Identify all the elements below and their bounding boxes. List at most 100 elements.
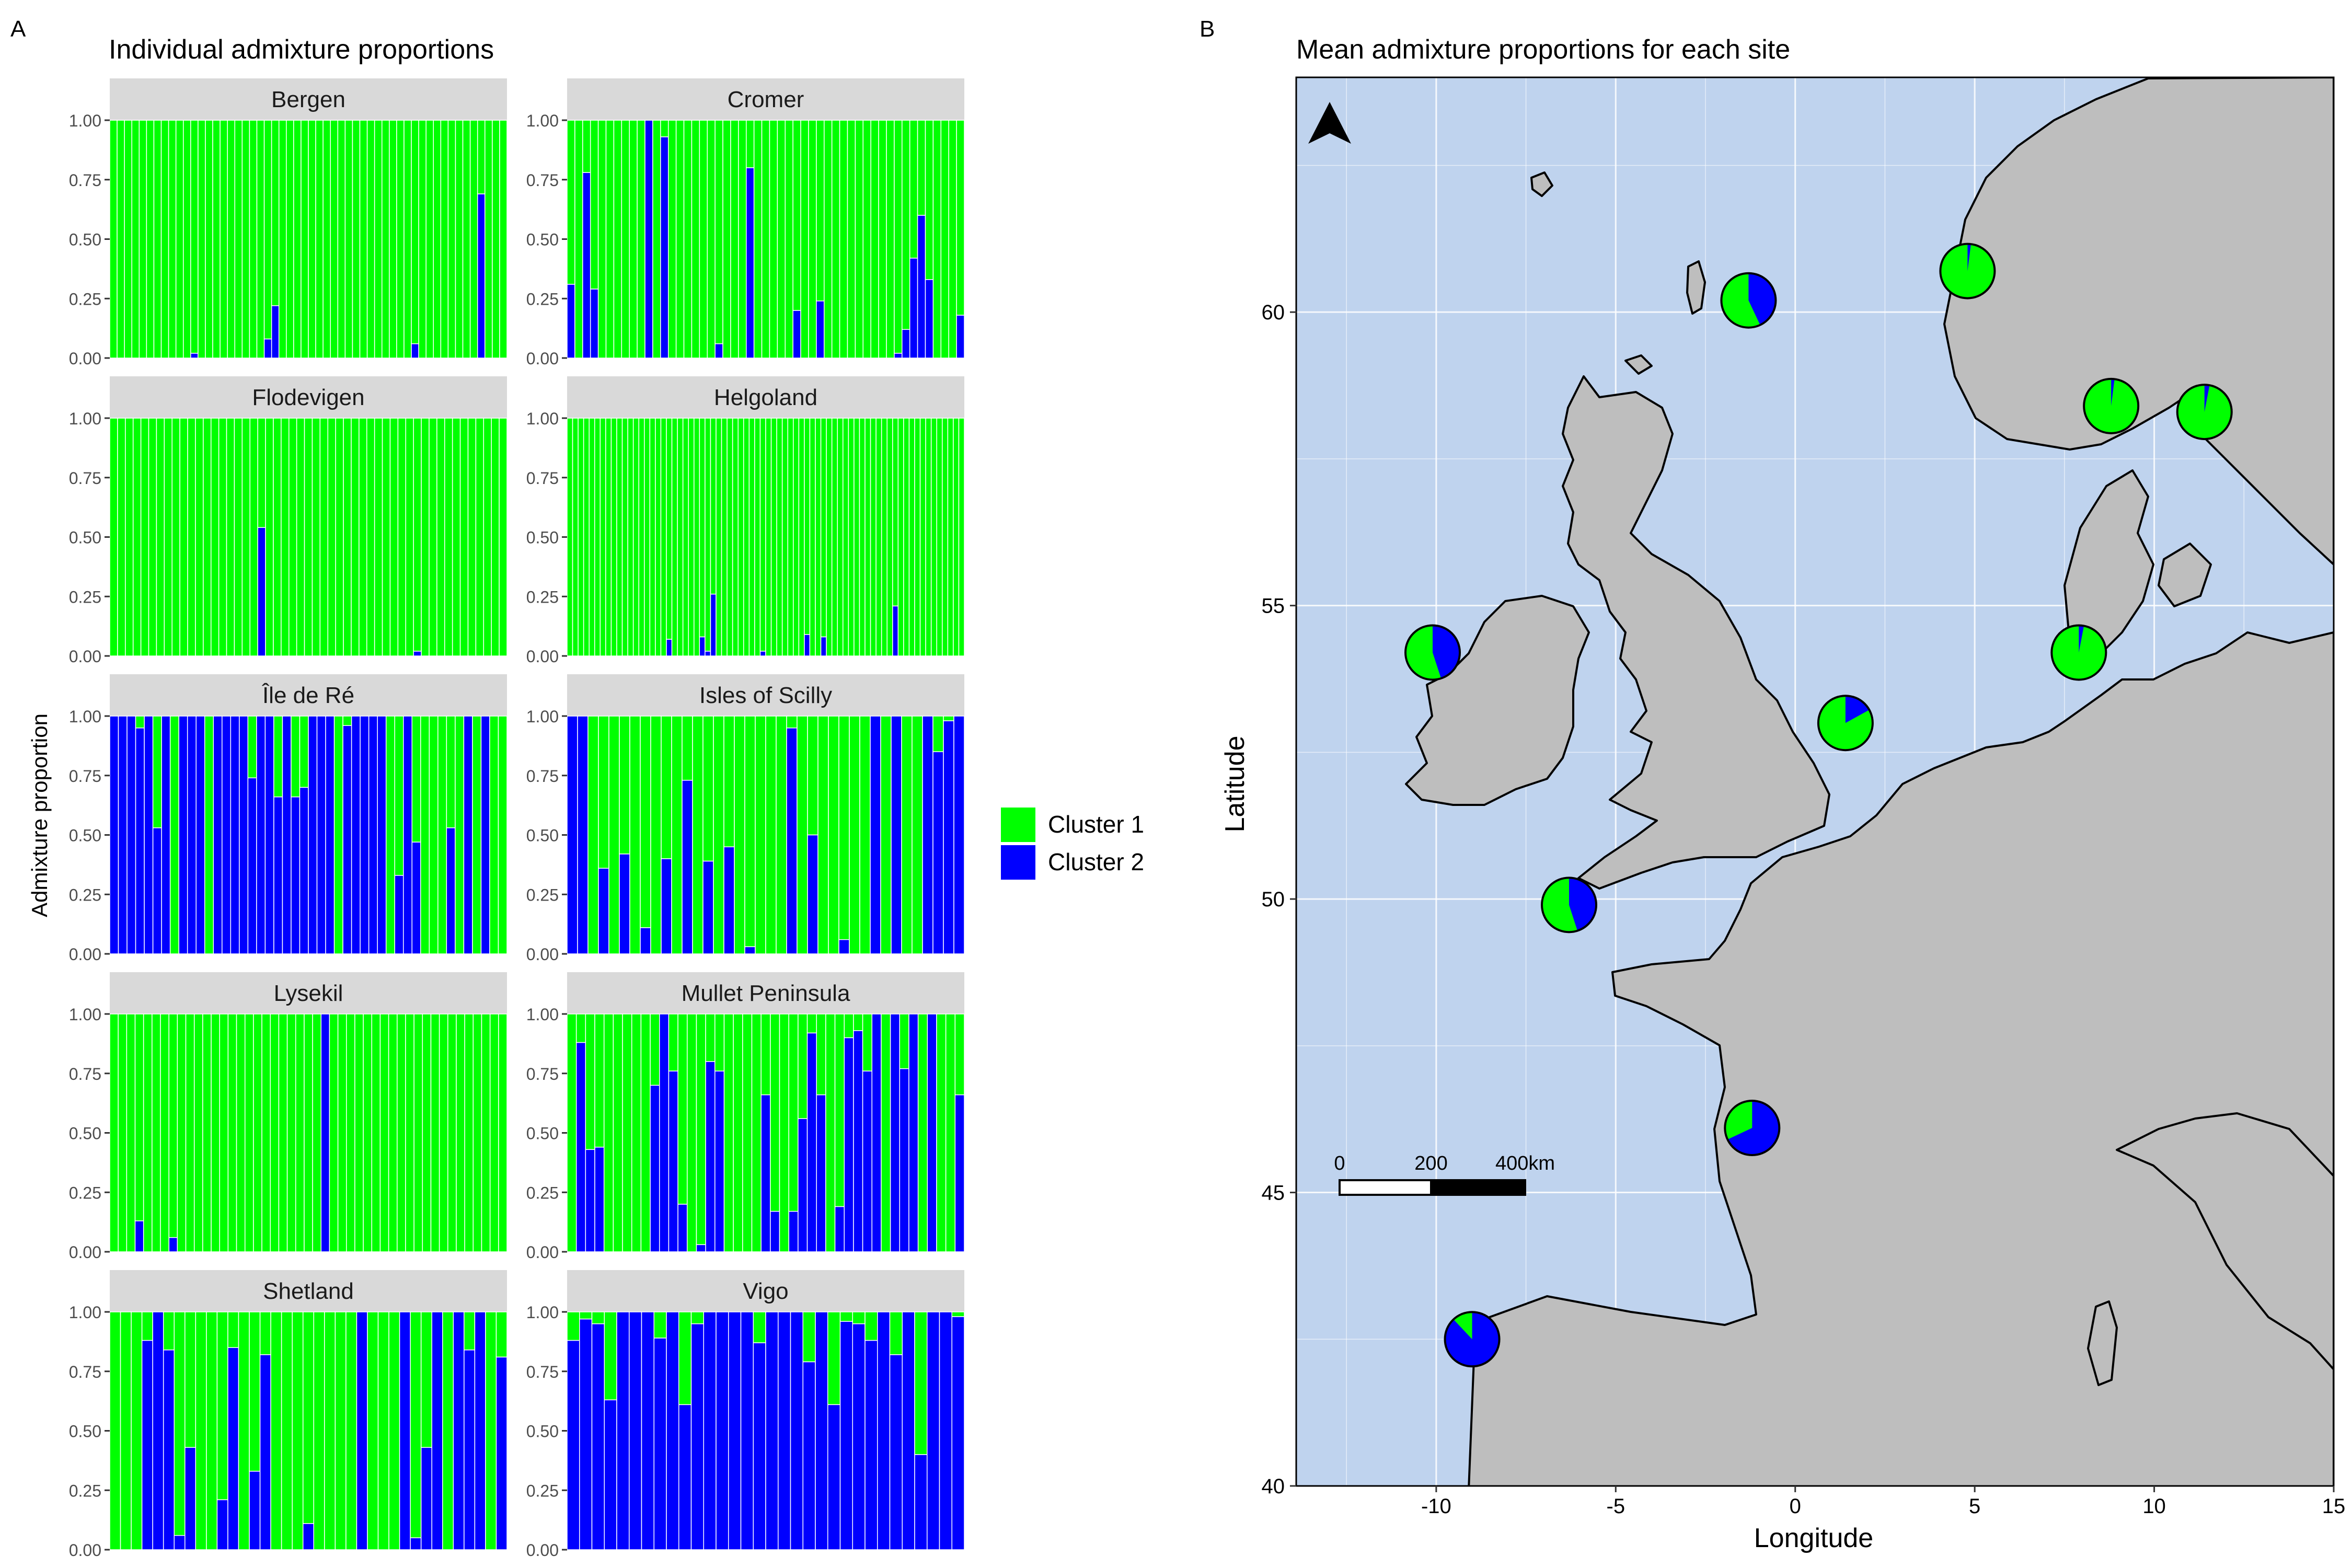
facet-strip	[110, 376, 507, 418]
bar-cluster1	[594, 418, 601, 656]
bar-cluster1	[447, 120, 456, 359]
y-tick-label: 0.00	[69, 1541, 101, 1560]
bar-cluster1	[126, 1013, 136, 1252]
bar-cluster1	[216, 1311, 228, 1501]
bar-cluster1	[337, 120, 346, 359]
land-corsica	[2087, 1300, 2118, 1386]
bar-cluster1	[315, 120, 324, 359]
bar-cluster2	[141, 1340, 153, 1550]
y-tick-label: 0.50	[526, 1124, 559, 1143]
bar-cluster2	[463, 716, 473, 954]
bar-cluster1	[947, 418, 954, 656]
bar-cluster1	[312, 1013, 322, 1252]
y-tick-label: 1.00	[526, 409, 559, 428]
y-tick-label: 0.00	[69, 1243, 101, 1262]
bar-cluster1	[125, 418, 134, 656]
y-tick-label: 1.00	[526, 707, 559, 726]
bar-cluster1	[308, 120, 316, 359]
bar-cluster1	[598, 716, 609, 869]
bar-cluster1	[278, 120, 287, 359]
bar-cluster2	[877, 1311, 891, 1550]
bar-cluster2	[807, 834, 818, 954]
facet-title: Flodevigen	[252, 385, 364, 410]
bar-cluster1	[755, 716, 766, 954]
bar-cluster1	[430, 1013, 440, 1252]
bar-cluster2	[604, 1399, 617, 1550]
bar-cluster1	[212, 120, 221, 359]
bar-cluster2	[753, 1342, 766, 1550]
bar-cluster1	[897, 418, 904, 656]
bar-cluster2	[943, 720, 954, 954]
bar-cluster1	[472, 716, 482, 954]
bar-cluster2	[889, 1354, 903, 1550]
y-tick-label: 0.50	[69, 528, 101, 547]
x-tick-label: 5	[1969, 1495, 1980, 1518]
bar-cluster1	[371, 1013, 381, 1252]
bar-cluster1	[204, 716, 214, 954]
bar-cluster1	[382, 418, 391, 656]
pie-cromer	[1817, 695, 1874, 752]
land-orkney	[1624, 354, 1653, 375]
y-tick-label: 0.25	[69, 1481, 101, 1500]
bar-cluster1	[702, 716, 714, 862]
bar-cluster2	[953, 716, 965, 954]
bar-cluster1	[234, 418, 243, 656]
bar-cluster1	[912, 716, 923, 954]
bar-cluster1	[567, 1311, 580, 1341]
bar-cluster1	[945, 1013, 956, 1252]
bar-cluster2	[302, 1523, 315, 1550]
facet-title: Cromer	[728, 87, 804, 112]
bar-cluster1	[852, 1311, 866, 1324]
bar-cluster1	[153, 120, 162, 359]
bar-cluster1	[919, 418, 926, 656]
bar-cluster1	[753, 1311, 766, 1343]
bar-cluster1	[485, 120, 493, 359]
bar-cluster1	[278, 1013, 288, 1252]
bar-cluster1	[683, 120, 693, 359]
bar-cluster1	[932, 716, 944, 752]
bar-cluster1	[621, 418, 628, 656]
bar-cluster1	[236, 1013, 246, 1252]
bar-cluster1	[640, 1013, 651, 1252]
bar-cluster1	[241, 120, 250, 359]
bar-cluster1	[377, 1311, 389, 1550]
bar-cluster1	[909, 120, 918, 259]
bar-cluster1	[389, 418, 399, 656]
bar-cluster1	[953, 418, 960, 656]
bar-cluster1	[776, 418, 783, 656]
bar-cluster2	[591, 1323, 605, 1550]
bar-cluster1	[622, 1013, 632, 1252]
bar-cluster1	[820, 418, 827, 638]
bar-cluster1	[182, 120, 191, 359]
bar-cluster1	[475, 418, 485, 656]
bar-cluster2	[431, 1311, 443, 1550]
pie-slice-cluster2	[1748, 273, 1776, 325]
y-tick-label: 0.75	[69, 1065, 101, 1083]
bar-cluster2	[716, 1311, 729, 1550]
bar-cluster2	[320, 1013, 330, 1252]
bar-cluster1	[844, 1013, 854, 1039]
legend-swatch	[1001, 808, 1035, 842]
bar-cluster2	[640, 927, 651, 954]
bar-cluster2	[495, 1356, 508, 1550]
bar-cluster1	[322, 120, 331, 359]
y-tick-label: 0.75	[69, 767, 101, 786]
bar-cluster1	[109, 1311, 121, 1550]
land-scandinavia	[1943, 77, 2334, 566]
bar-cluster1	[705, 418, 711, 652]
bar-cluster1	[650, 716, 662, 954]
bar-cluster1	[699, 418, 706, 638]
bar-cluster1	[621, 120, 630, 359]
bar-cluster2	[744, 946, 756, 954]
bar-cluster1	[109, 120, 118, 359]
bar-cluster1	[359, 120, 368, 359]
bar-cluster1	[714, 1013, 725, 1071]
bar-cluster1	[410, 1311, 422, 1538]
bar-cluster1	[413, 1013, 423, 1252]
bar-cluster1	[477, 120, 486, 194]
bar-cluster1	[281, 418, 290, 656]
bar-cluster1	[211, 1013, 220, 1252]
bar-cluster1	[177, 1013, 187, 1252]
bar-cluster1	[249, 418, 258, 656]
bar-cluster2	[273, 796, 283, 954]
